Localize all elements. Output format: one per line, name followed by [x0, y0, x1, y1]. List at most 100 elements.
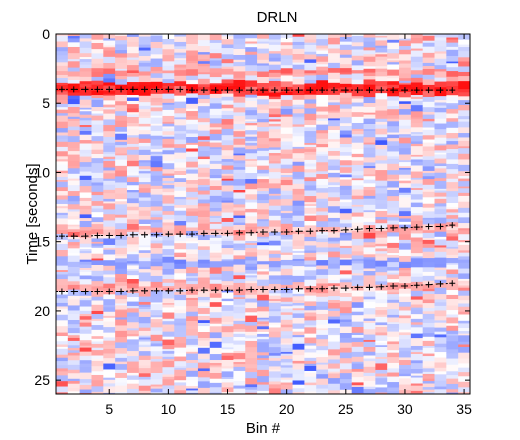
heatmap-cell	[56, 274, 69, 280]
heatmap-cell	[150, 304, 163, 311]
heatmap-cell	[458, 221, 471, 224]
heatmap-cell	[186, 257, 199, 262]
heatmap-cell	[268, 357, 282, 362]
heatmap-cell	[268, 106, 282, 109]
heatmap-cell	[363, 195, 376, 200]
heatmap-cell	[363, 124, 376, 130]
heatmap-cell	[422, 156, 435, 161]
heatmap-cell	[280, 353, 293, 357]
heatmap-cell	[162, 303, 175, 306]
heatmap-cell	[387, 255, 400, 259]
heatmap-cell	[115, 317, 128, 320]
heatmap-cell	[257, 104, 270, 111]
heatmap-cell	[91, 320, 104, 326]
heatmap-cell	[292, 113, 305, 118]
heatmap-cell	[316, 334, 329, 340]
heatmap-cell	[446, 248, 459, 256]
heatmap-cell	[422, 333, 435, 338]
heatmap-cell	[363, 190, 376, 197]
heatmap-cell	[375, 363, 388, 371]
heatmap-cell	[209, 60, 222, 67]
heatmap-cell	[422, 345, 435, 349]
heatmap-cell	[351, 112, 364, 118]
heatmap-cell	[233, 333, 246, 338]
heatmap-cell	[434, 158, 447, 164]
heatmap-cell	[387, 362, 400, 369]
heatmap-cell	[245, 252, 258, 258]
heatmap-cell	[446, 61, 459, 64]
heatmap-cell	[268, 240, 282, 246]
heatmap-cell	[126, 247, 140, 253]
heatmap-cell	[304, 337, 317, 344]
heatmap-cell	[174, 376, 187, 381]
heatmap-cell	[410, 360, 424, 364]
heatmap-cell	[257, 226, 270, 230]
heatmap-cell	[174, 81, 187, 87]
heatmap-cell	[339, 74, 353, 79]
heatmap-cell	[174, 361, 187, 367]
heatmap-cell	[103, 153, 116, 158]
heatmap-cell	[138, 173, 152, 179]
heatmap-cell	[150, 327, 163, 332]
heatmap-cell	[245, 277, 258, 282]
heatmap-cell	[387, 196, 400, 202]
heatmap-cell	[446, 173, 459, 180]
heatmap-cell	[434, 367, 447, 372]
heatmap-cell	[375, 357, 388, 360]
heatmap-cell	[197, 308, 211, 315]
heatmap-cell	[221, 366, 234, 369]
heatmap-cell	[268, 369, 282, 372]
heatmap-cell	[268, 220, 282, 228]
heatmap-cell	[221, 271, 234, 277]
heatmap-cell	[422, 375, 435, 380]
heatmap-cell	[387, 115, 400, 120]
heatmap-cell	[304, 147, 317, 150]
heatmap-cell	[138, 166, 152, 170]
heatmap-cell	[138, 126, 152, 131]
heatmap-cell	[304, 382, 317, 386]
heatmap-cell	[150, 359, 163, 362]
heatmap-cell	[292, 328, 305, 333]
heatmap-cell	[446, 371, 459, 376]
heatmap-cell	[56, 371, 69, 376]
heatmap-cell	[209, 79, 222, 84]
heatmap-cell	[257, 53, 270, 61]
heatmap-cell	[458, 47, 471, 52]
heatmap-cell	[186, 243, 199, 250]
heatmap-cell	[375, 180, 388, 187]
heatmap-cell	[138, 365, 152, 369]
heatmap-cell	[422, 353, 435, 357]
heatmap-cell	[351, 315, 364, 323]
heatmap-cell	[126, 312, 140, 317]
heatmap-cell	[103, 198, 116, 202]
heatmap-cell	[79, 34, 92, 39]
heatmap-cell	[363, 103, 376, 108]
heatmap-cell	[387, 372, 400, 377]
x-axis-ticks: 5 10 15 20 25 30 35	[105, 34, 472, 417]
heatmap-cell	[351, 35, 364, 43]
heatmap-cell	[316, 56, 329, 63]
heatmap-cell	[103, 142, 116, 147]
heatmap-cell	[56, 71, 69, 76]
heatmap-cell	[103, 82, 116, 86]
heatmap-cell	[458, 39, 471, 45]
heatmap-cell	[138, 62, 152, 67]
heatmap-cell	[410, 233, 424, 238]
heatmap-cell	[115, 120, 128, 128]
heatmap-cell	[399, 128, 412, 133]
heatmap-cell	[233, 351, 246, 354]
heatmap-cell	[221, 108, 234, 112]
heatmap-cell	[257, 95, 270, 100]
heatmap-cell	[304, 270, 317, 277]
heatmap-cell	[257, 269, 270, 272]
heatmap-cell	[91, 208, 104, 213]
heatmap-cell	[115, 372, 128, 379]
heatmap-cell	[304, 59, 317, 64]
heatmap-cell	[280, 306, 293, 309]
heatmap-cell	[103, 327, 116, 334]
heatmap-cell	[56, 180, 69, 183]
heatmap-cell	[339, 208, 353, 214]
heatmap-cell	[268, 64, 282, 71]
heatmap-cell	[375, 272, 388, 276]
heatmap-cell	[79, 38, 92, 42]
